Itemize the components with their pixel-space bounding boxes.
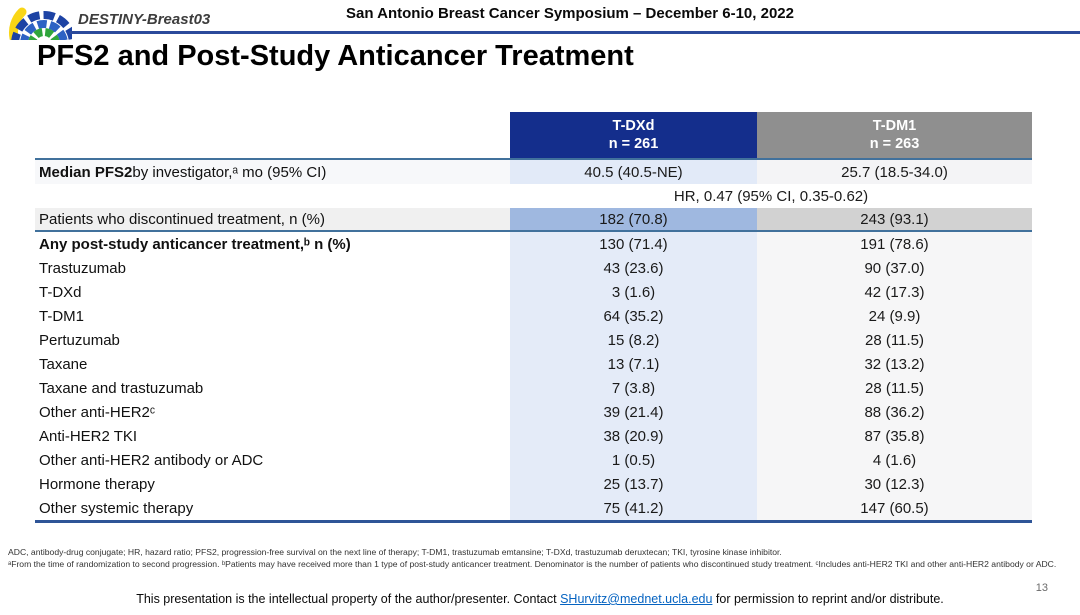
- cell-value: 15 (8.2): [510, 328, 757, 352]
- table-row: T-DM1 64 (35.2) 24 (9.9): [35, 304, 1032, 328]
- page-title: PFS2 and Post-Study Anticancer Treatment: [37, 40, 634, 72]
- row-label: Hormone therapy: [35, 472, 510, 496]
- notes-footnote: ᵃFrom the time of randomization to secon…: [8, 559, 1057, 570]
- contact-email-link[interactable]: SHurvitz@mednet.ucla.edu: [560, 592, 713, 606]
- footnotes: ADC, antibody-drug conjugate; HR, hazard…: [8, 546, 1072, 570]
- cell-value: 87 (35.8): [757, 424, 1032, 448]
- row-label: Other systemic therapy: [35, 496, 510, 520]
- hazard-ratio-value: HR, 0.47 (95% CI, 0.35-0.62): [510, 184, 1032, 208]
- table-row: Median PFS2 by investigator,ᵃ mo (95% CI…: [35, 160, 1032, 184]
- table-row: Other anti-HER2ᶜ 39 (21.4) 88 (36.2): [35, 400, 1032, 424]
- copyright-statement: This presentation is the intellectual pr…: [0, 592, 1080, 606]
- cell-value: 88 (36.2): [757, 400, 1032, 424]
- abbreviations-footnote: ADC, antibody-drug conjugate; HR, hazard…: [8, 547, 782, 557]
- cell-value: 243 (93.1): [757, 208, 1032, 230]
- cell-value: 38 (20.9): [510, 424, 757, 448]
- row-label: Other anti-HER2 antibody or ADC: [35, 448, 510, 472]
- cell-value: 40.5 (40.5-NE): [510, 160, 757, 184]
- row-label: Median PFS2 by investigator,ᵃ mo (95% CI…: [35, 160, 510, 184]
- row-label-bold: Median PFS2: [39, 163, 133, 181]
- table-header-row: T-DXd n = 261 T-DM1 n = 263: [35, 112, 1032, 160]
- table-row: Anti-HER2 TKI 38 (20.9) 87 (35.8): [35, 424, 1032, 448]
- header-divider: [70, 31, 1080, 34]
- cell-value: 3 (1.6): [510, 280, 757, 304]
- table-row: Trastuzumab 43 (23.6) 90 (37.0): [35, 256, 1032, 280]
- study-name: DESTINY-Breast03: [78, 11, 211, 28]
- table-row: Pertuzumab 15 (8.2) 28 (11.5): [35, 328, 1032, 352]
- table-header-spacer: [35, 112, 510, 158]
- cell-value: 25.7 (18.5-34.0): [757, 160, 1032, 184]
- cell-value: 24 (9.9): [757, 304, 1032, 328]
- cell-value: 191 (78.6): [757, 232, 1032, 256]
- table-row: HR, 0.47 (95% CI, 0.35-0.62): [35, 184, 1032, 208]
- cell-value: 75 (41.2): [510, 496, 757, 520]
- column-header-tdxd: T-DXd n = 261: [510, 112, 757, 158]
- row-label: Taxane and trastuzumab: [35, 376, 510, 400]
- table-row: Taxane and trastuzumab 7 (3.8) 28 (11.5): [35, 376, 1032, 400]
- row-label: Trastuzumab: [35, 256, 510, 280]
- row-label: Patients who discontinued treatment, n (…: [35, 208, 510, 230]
- row-label: Pertuzumab: [35, 328, 510, 352]
- column-header-tdm1: T-DM1 n = 263: [757, 112, 1032, 158]
- cell-value: 4 (1.6): [757, 448, 1032, 472]
- cell-value: 1 (0.5): [510, 448, 757, 472]
- row-label: T-DXd: [35, 280, 510, 304]
- cell-value: 39 (21.4): [510, 400, 757, 424]
- cell-value: 147 (60.5): [757, 496, 1032, 520]
- statement-suffix: for permission to reprint and/or distrib…: [712, 592, 944, 606]
- table-row: Hormone therapy 25 (13.7) 30 (12.3): [35, 472, 1032, 496]
- column-n: n = 263: [869, 136, 920, 152]
- table-row: Other anti-HER2 antibody or ADC 1 (0.5) 4 …: [35, 448, 1032, 472]
- table-row: Patients who discontinued treatment, n (…: [35, 208, 1032, 232]
- table-body: Median PFS2 by investigator,ᵃ mo (95% CI…: [35, 160, 1032, 520]
- cell-value: 42 (17.3): [757, 280, 1032, 304]
- column-label: T-DM1: [872, 117, 917, 134]
- cell-value: 28 (11.5): [757, 376, 1032, 400]
- column-label: T-DXd: [612, 117, 655, 134]
- row-label: T-DM1: [35, 304, 510, 328]
- pfs2-table: T-DXd n = 261 T-DM1 n = 263 Median PFS2 …: [35, 112, 1032, 523]
- table-row: Other systemic therapy 75 (41.2) 147 (60.5…: [35, 496, 1032, 520]
- cell-value: 182 (70.8): [510, 208, 757, 230]
- row-label: [35, 184, 510, 208]
- table-row: T-DXd 3 (1.6) 42 (17.3): [35, 280, 1032, 304]
- conference-title: San Antonio Breast Cancer Symposium – De…: [346, 5, 794, 22]
- row-label: Other anti-HER2ᶜ: [35, 400, 510, 424]
- cell-value: 30 (12.3): [757, 472, 1032, 496]
- row-label: Any post-study anticancer treatment,ᵇ n …: [35, 232, 510, 256]
- statement-prefix: This presentation is the intellectual pr…: [136, 592, 561, 606]
- cell-value: 25 (13.7): [510, 472, 757, 496]
- table-row: Any post-study anticancer treatment,ᵇ n …: [35, 232, 1032, 256]
- page-number: 13: [1035, 582, 1048, 594]
- cell-value: 32 (13.2): [757, 352, 1032, 376]
- column-n: n = 261: [608, 136, 659, 152]
- cell-value: 64 (35.2): [510, 304, 757, 328]
- row-label: Anti-HER2 TKI: [35, 424, 510, 448]
- table-row: Taxane 13 (7.1) 32 (13.2): [35, 352, 1032, 376]
- cell-value: 90 (37.0): [757, 256, 1032, 280]
- row-label: Taxane: [35, 352, 510, 376]
- cell-value: 43 (23.6): [510, 256, 757, 280]
- cell-value: 13 (7.1): [510, 352, 757, 376]
- cell-value: 28 (11.5): [757, 328, 1032, 352]
- cell-value: 130 (71.4): [510, 232, 757, 256]
- cell-value: 7 (3.8): [510, 376, 757, 400]
